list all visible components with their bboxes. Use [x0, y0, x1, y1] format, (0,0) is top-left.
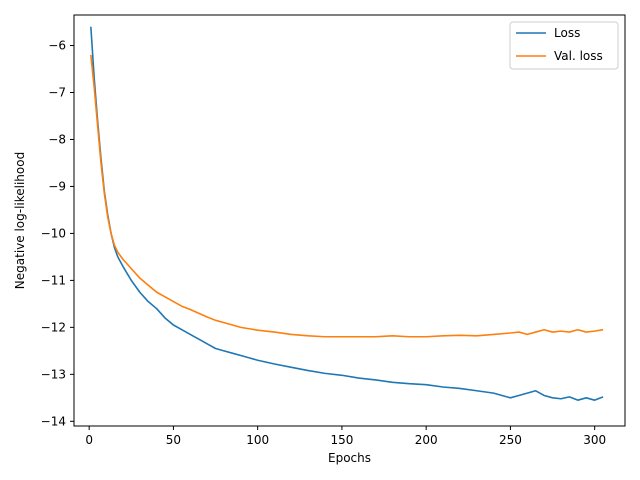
legend-label-loss: Loss: [554, 26, 580, 40]
axes-frame: [73, 14, 626, 427]
y-tick-label: −13: [41, 367, 66, 381]
legend-label-val-loss: Val. loss: [554, 49, 603, 63]
x-axis: 0 50 100 150 200 250 300: [85, 426, 606, 447]
x-tick-label: 50: [166, 433, 181, 447]
x-tick-label: 100: [246, 433, 269, 447]
y-tick-label: −12: [41, 320, 66, 334]
y-axis-label: Negative log-likelihood: [13, 152, 27, 289]
y-tick-label: −11: [41, 273, 66, 287]
y-tick-label: −7: [48, 86, 66, 100]
x-tick-label: 150: [330, 433, 353, 447]
legend: Loss Val. loss: [509, 21, 619, 70]
x-axis-label: Epochs: [328, 451, 371, 465]
y-tick-label: −6: [48, 39, 66, 53]
y-tick-label: −10: [41, 226, 66, 240]
series-line-loss: [90, 26, 604, 401]
x-tick-label: 200: [415, 433, 438, 447]
y-tick-label: −9: [48, 179, 66, 193]
series-line-val-loss: [90, 54, 604, 338]
y-tick-label: −14: [41, 414, 66, 428]
x-tick-label: 300: [583, 433, 606, 447]
x-tick-label: 250: [499, 433, 522, 447]
y-tick-label: −8: [48, 132, 66, 146]
plot-area: [90, 26, 604, 401]
y-axis: −6 −7 −8 −9 −10 −11 −12 −13 −14: [41, 39, 74, 428]
x-tick-label: 0: [85, 433, 93, 447]
